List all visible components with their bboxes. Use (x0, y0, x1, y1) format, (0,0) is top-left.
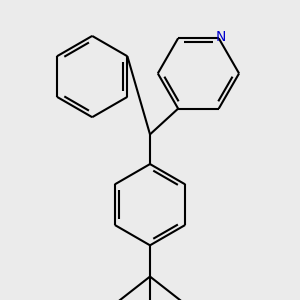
Text: N: N (215, 30, 226, 44)
